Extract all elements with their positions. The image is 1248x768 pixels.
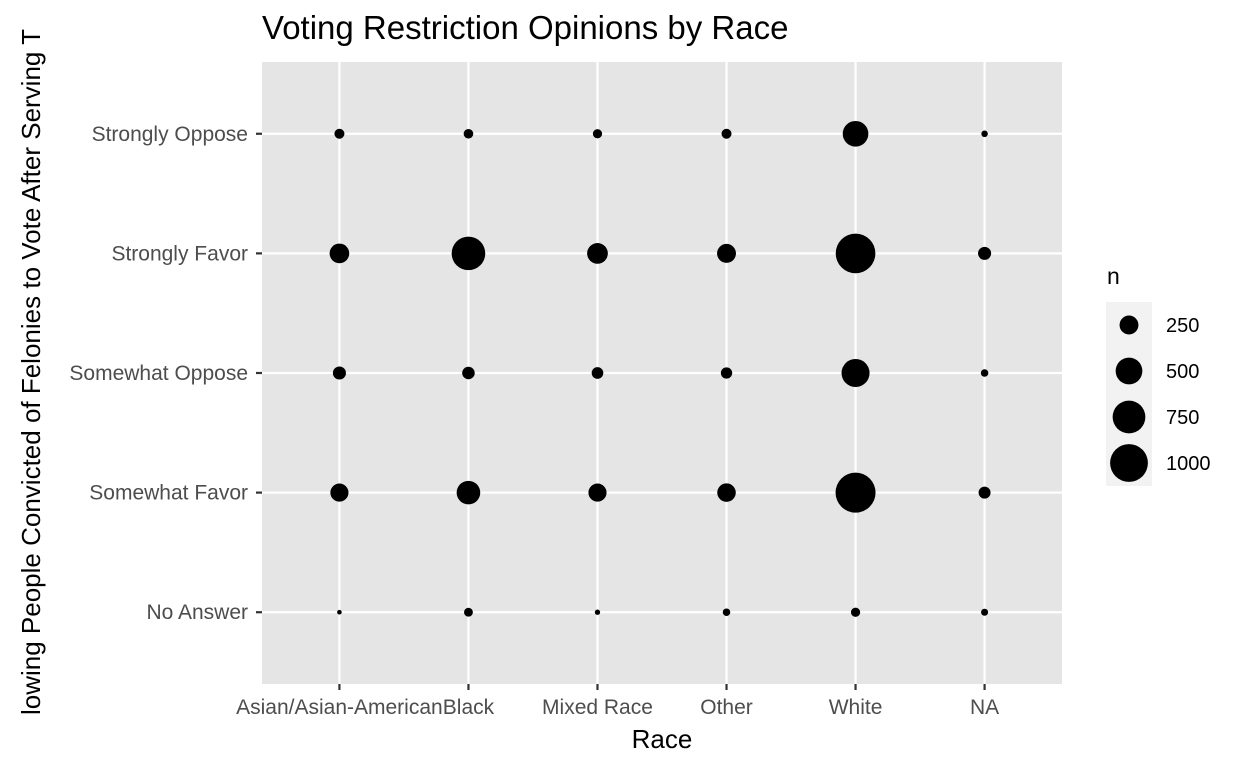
x-tick-label-other: Other	[700, 696, 753, 719]
legend-label-250: 250	[1166, 315, 1199, 337]
chart-title: Voting Restriction Opinions by Race	[262, 9, 788, 46]
x-tick-label-na: NA	[970, 696, 999, 719]
y-tick-label-somewhat-favor: Somewhat Favor	[89, 482, 248, 505]
legend: n 250 500 750 1000	[1106, 263, 1211, 486]
point-black-somewhat-favor	[456, 480, 481, 505]
y-axis-title: lowing People Convicted of Felonies to V…	[16, 29, 46, 715]
legend-title: n	[1107, 263, 1120, 289]
point-mixed-race-no-answer	[594, 609, 601, 615]
x-axis: Asian/Asian-American Black Mixed Race Other…	[236, 684, 999, 719]
point-asian-asian-american-strongly-favor	[329, 243, 350, 264]
point-na-no-answer	[981, 608, 989, 616]
point-na-somewhat-favor	[978, 486, 991, 499]
x-axis-title: Race	[632, 724, 693, 754]
point-na-strongly-oppose	[981, 130, 988, 138]
point-other-strongly-favor	[717, 243, 736, 263]
point-white-strongly-favor	[835, 233, 876, 274]
y-axis: No Answer Somewhat Favor Somewhat Oppose St…	[69, 123, 262, 624]
legend-label-750: 750	[1166, 407, 1199, 429]
y-tick-label-no-answer: No Answer	[146, 601, 248, 624]
points	[329, 120, 992, 617]
point-white-somewhat-oppose	[841, 358, 870, 388]
x-tick-label-black: Black	[443, 696, 495, 719]
x-tick-label-mixed-race: Mixed Race	[542, 696, 653, 719]
legend-key-750	[1112, 400, 1146, 434]
point-asian-asian-american-strongly-oppose	[334, 128, 345, 139]
point-na-strongly-favor	[978, 246, 992, 260]
point-black-no-answer	[464, 607, 473, 617]
legend-key-250	[1119, 315, 1139, 335]
point-other-no-answer	[722, 608, 731, 617]
point-black-strongly-favor	[451, 236, 486, 271]
point-asian-asian-american-no-answer	[337, 609, 342, 615]
point-other-strongly-oppose	[721, 128, 732, 139]
x-tick-label-white: White	[829, 696, 883, 719]
point-na-somewhat-oppose	[980, 369, 989, 377]
point-white-strongly-oppose	[842, 120, 869, 147]
legend-label-500: 500	[1166, 361, 1199, 383]
point-mixed-race-strongly-favor	[587, 243, 608, 264]
point-white-no-answer	[850, 607, 861, 617]
plot-panel	[262, 62, 1062, 684]
point-mixed-race-strongly-oppose	[592, 129, 603, 139]
x-tick-label-asian-asian-american: Asian/Asian-American	[236, 696, 443, 719]
point-mixed-race-somewhat-favor	[588, 483, 607, 502]
legend-items: 250 500 750 1000	[1110, 315, 1211, 482]
point-black-somewhat-oppose	[462, 366, 475, 380]
y-tick-label-strongly-oppose: Strongly Oppose	[92, 123, 248, 146]
point-black-strongly-oppose	[463, 128, 474, 139]
point-other-somewhat-oppose	[720, 367, 733, 379]
legend-key-500	[1115, 357, 1143, 385]
point-mixed-race-somewhat-oppose	[591, 367, 604, 379]
point-white-somewhat-favor	[835, 472, 876, 513]
point-other-somewhat-favor	[717, 483, 736, 502]
point-asian-asian-american-somewhat-favor	[330, 483, 349, 502]
point-asian-asian-american-somewhat-oppose	[332, 366, 346, 380]
legend-label-1000: 1000	[1166, 453, 1211, 475]
legend-key-1000	[1110, 444, 1148, 482]
y-tick-label-strongly-favor: Strongly Favor	[111, 242, 248, 265]
y-tick-label-somewhat-oppose: Somewhat Oppose	[69, 362, 248, 385]
